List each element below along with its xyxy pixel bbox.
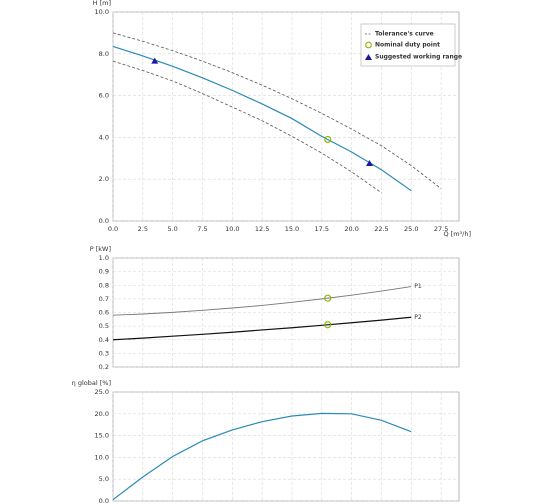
series-label: P2 <box>414 314 422 321</box>
duty-point <box>324 321 332 329</box>
y-tick-label: 6.0 <box>99 92 109 100</box>
x-tick-label: 25.0 <box>404 225 418 233</box>
efficiency-curve <box>112 412 412 501</box>
y-tick-label: 0.7 <box>99 295 109 303</box>
x-tick-label: 20.0 <box>344 225 358 233</box>
y-tick-label: 0.4 <box>99 336 109 344</box>
y-tick-label: 0.9 <box>99 268 109 276</box>
legend-label: Nominal duty point <box>375 42 440 49</box>
y-tick-label: 0.0 <box>99 497 109 504</box>
x-tick-label: 0.0 <box>108 225 118 233</box>
y-axis-label: η global [%] <box>72 379 111 387</box>
tolerance-curve <box>112 60 382 194</box>
y-tick-label: 0.2 <box>99 363 109 371</box>
legend-box <box>360 23 456 67</box>
y-tick-label: 0.3 <box>99 349 109 357</box>
y-tick-label: 0.8 <box>99 281 109 289</box>
power-curve <box>112 316 412 341</box>
x-tick-label: 27.5 <box>434 225 448 233</box>
working-range-marker <box>151 57 159 64</box>
power-curve <box>112 286 412 316</box>
x-tick-label: 12.5 <box>255 225 269 233</box>
y-tick-label: 25.0 <box>95 388 109 396</box>
pump-curve <box>112 45 412 192</box>
y-tick-label: 10.0 <box>95 453 109 461</box>
y-tick-label: 8.0 <box>99 50 109 58</box>
y-axis-label: P [kW] <box>90 245 111 253</box>
x-axis-label: Q [m³/h] <box>443 230 471 238</box>
x-tick-label: 22.5 <box>374 225 388 233</box>
x-tick-label: 7.5 <box>197 225 207 233</box>
x-tick-label: 5.0 <box>167 225 177 233</box>
x-tick-label: 15.0 <box>285 225 299 233</box>
y-tick-label: 20.0 <box>95 410 109 418</box>
legend-swatch <box>365 41 372 49</box>
y-tick-label: 0.0 <box>99 217 109 225</box>
series-label: P1 <box>414 283 422 290</box>
y-tick-label: 0.6 <box>99 309 109 317</box>
plot-area <box>112 391 460 502</box>
y-axis-label: H [m] <box>93 0 111 7</box>
legend-swatch <box>365 54 372 60</box>
y-tick-label: 2.0 <box>99 175 109 183</box>
y-tick-label: 1.0 <box>99 254 109 262</box>
working-range-marker <box>366 160 374 167</box>
x-tick-label: 2.5 <box>138 225 148 233</box>
duty-point <box>324 135 332 144</box>
y-tick-label: 5.0 <box>99 475 109 483</box>
legend-label: Suggested working range <box>375 54 462 61</box>
legend-label: Tolerance's curve <box>375 31 434 38</box>
y-tick-label: 4.0 <box>99 133 109 141</box>
tolerance-curve <box>112 32 442 189</box>
y-tick-label: 10.0 <box>95 8 109 16</box>
x-tick-label: 17.5 <box>315 225 329 233</box>
duty-point <box>324 294 332 302</box>
y-tick-label: 0.5 <box>99 322 109 330</box>
x-tick-label: 10.0 <box>225 225 239 233</box>
y-tick-label: 15.0 <box>95 432 109 440</box>
